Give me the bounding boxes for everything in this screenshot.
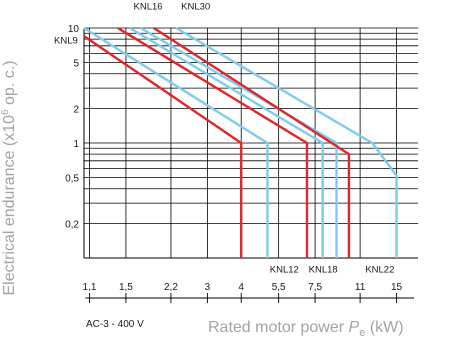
series-label-knl30: KNL30 [181,1,210,12]
conditions-note: AC-3 - 400 V [86,319,144,330]
grid [83,27,418,259]
series-label-knl22: KNL22 [365,264,394,275]
y-axis-title-main: Electrical endurance (x10 [1,115,18,296]
series-line-knl9 [83,35,243,258]
x-axis-title: Rated motor power Pe (kW) [208,319,404,339]
x-tick-label: 2,2 [164,282,178,293]
series-line-knl30 [175,26,398,258]
series-label-knl12: KNL12 [270,264,299,275]
y-axis-title-exponent: 6 [0,109,11,115]
y-axis-title-tail: op. c.) [1,60,18,109]
x-tick-label: 4 [238,282,244,293]
series-label-knl9: KNL9 [54,36,78,47]
x-axis-symbol: P [349,319,360,336]
y-ticks: 0,2 0,5 1 2 5 10 [65,24,79,230]
y-tick-label: 10 [68,24,80,35]
x-tick-label: 1,5 [119,282,133,293]
series-line-knl12 [83,26,269,258]
y-tick-label: 1 [73,139,79,150]
x-tick-label: 11 [355,282,366,293]
series-layer [83,26,398,258]
series-labels: KNL16 KNL30 KNL9 KNL12 KNL18 KNL22 [54,1,394,275]
x-axis-symbol-subscript: e [359,327,365,339]
x-tick-label: 7,5 [308,282,322,293]
x-axis-unit: (kW) [365,319,403,336]
x-axis: 1,1 1,5 2,2 3 4 5,5 7,5 11 15 [83,282,414,303]
x-axis-title-main: Rated motor power [208,319,349,336]
y-tick-label: 0,2 [65,219,79,230]
x-tick-label: 1,1 [83,282,97,293]
y-tick-label: 0,5 [65,174,79,185]
series-line-knl22 [140,26,338,258]
y-tick-label: 2 [73,104,79,115]
series-label-knl18: KNL18 [309,264,338,275]
x-tick-label: 15 [391,282,403,293]
x-tick-label: 3 [205,282,211,293]
x-tick-label: 5,5 [272,282,286,293]
series-line-knl16 [117,26,309,258]
series-line-knl18 [129,26,324,258]
series-label-knl16: KNL16 [134,1,163,12]
series-line-knl30-red [153,26,351,258]
y-axis-title: Electrical endurance (x106 op. c.) [0,60,18,295]
y-tick-label: 5 [73,59,79,70]
